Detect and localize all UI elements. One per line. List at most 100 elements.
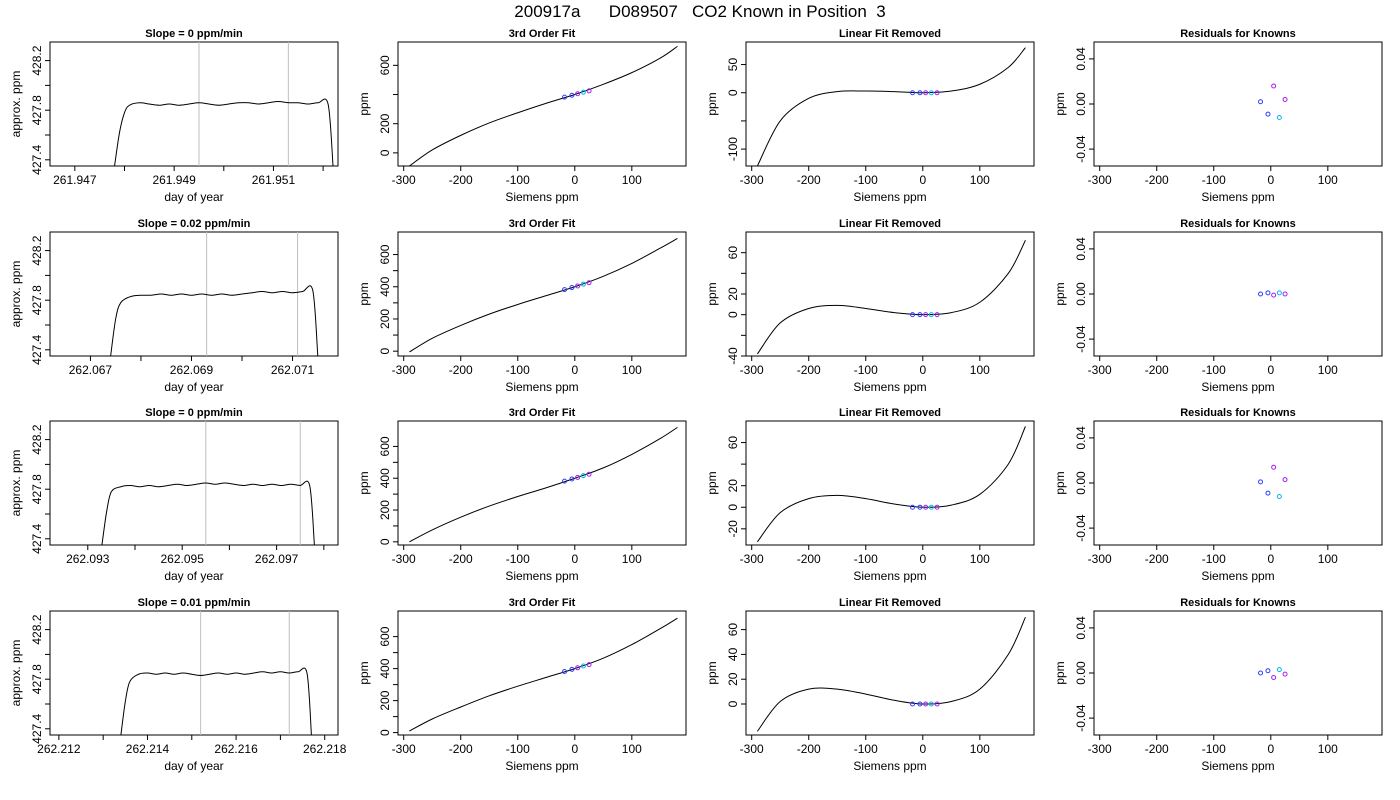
panel-4-3: Linear Fit Removed -300 -200 -100 0 100 0 20 40 6… — [705, 597, 1035, 773]
y-tick-label: -0.04 — [1074, 325, 1088, 353]
y-tick-label: -0.04 — [1074, 704, 1088, 732]
data-point — [917, 90, 923, 96]
x-axis-label: Siemens ppm — [853, 759, 926, 773]
x-tick-label: 0 — [1267, 742, 1274, 756]
data-point — [586, 662, 592, 668]
y-tick-label: 0.04 — [1074, 426, 1088, 450]
data-point — [934, 504, 940, 510]
data-point — [1265, 290, 1271, 296]
y-tick-label: 200 — [378, 690, 392, 710]
x-tick-label: 100 — [1318, 742, 1338, 756]
data-point — [569, 666, 575, 672]
panel-title: 3rd Order Fit — [509, 597, 576, 609]
y-tick-label: 0.00 — [1074, 282, 1088, 306]
data-point — [923, 701, 929, 707]
data-point — [1276, 290, 1282, 296]
y-tick-label: 200 — [378, 500, 392, 520]
x-tick-label: -200 — [797, 742, 821, 756]
y-tick-label: -0.04 — [1074, 135, 1088, 163]
panel-title: 3rd Order Fit — [509, 218, 576, 230]
x-tick-label: -300 — [740, 363, 764, 377]
y-tick-label: 0.04 — [1074, 47, 1088, 71]
series-line — [756, 47, 1026, 166]
y-tick-label: 427.4 — [30, 713, 44, 743]
plot-frame — [49, 420, 339, 546]
y-tick-label: 0.04 — [1074, 237, 1088, 261]
panel-title: Slope = 0.02 ppm/min — [138, 218, 251, 230]
x-tick-label: -300 — [392, 742, 416, 756]
data-point — [1258, 479, 1264, 485]
y-tick-label: 428.2 — [30, 614, 44, 644]
x-tick-label: 262.067 — [69, 363, 113, 377]
x-tick-label: 0 — [919, 173, 926, 187]
x-tick-label: -200 — [449, 742, 473, 756]
y-tick-label: 427.8 — [30, 285, 44, 315]
x-tick-label: -100 — [854, 742, 878, 756]
data-point — [1265, 668, 1271, 674]
data-point — [928, 312, 934, 318]
x-tick-label: -200 — [449, 363, 473, 377]
x-axis-label: Siemens ppm — [505, 380, 578, 394]
y-axis-label: ppm — [1053, 661, 1067, 684]
x-tick-label: -300 — [740, 173, 764, 187]
x-axis-label: Siemens ppm — [853, 569, 926, 583]
data-point — [562, 478, 568, 484]
y-axis-label: ppm — [705, 661, 719, 684]
x-tick-label: 262.097 — [255, 552, 299, 566]
x-tick-label: -100 — [506, 552, 530, 566]
panel-4-4: Residuals for Knowns -300 -200 -100 0 100 -0.0… — [1053, 597, 1383, 773]
data-point — [934, 312, 940, 318]
x-tick-label: 100 — [622, 552, 642, 566]
data-point — [923, 312, 929, 318]
panel-4-2: 3rd Order Fit -300 -200 -100 0 100 0 200 400 600 S… — [357, 597, 687, 773]
x-tick-label: -200 — [797, 363, 821, 377]
x-tick-label: -300 — [1088, 363, 1112, 377]
y-tick-label: -100 — [726, 137, 740, 161]
y-tick-label: 428.2 — [30, 424, 44, 454]
data-point — [1258, 670, 1264, 676]
x-tick-label: 262.093 — [66, 552, 110, 566]
series-line — [101, 480, 315, 545]
y-tick-label: 40 — [726, 647, 740, 661]
plot-frame — [397, 610, 687, 736]
data-point — [575, 91, 581, 97]
x-tick-label: 0 — [919, 742, 926, 756]
data-point — [1282, 477, 1288, 483]
data-point — [562, 668, 568, 674]
plot-frame — [1093, 41, 1383, 167]
panel-title: Residuals for Knowns — [1180, 597, 1296, 609]
y-tick-label: 60 — [726, 246, 740, 260]
panel-title: Residuals for Knowns — [1180, 218, 1296, 230]
x-tick-label: 261.947 — [53, 173, 97, 187]
x-tick-label: -300 — [740, 742, 764, 756]
plot-frame — [745, 610, 1035, 736]
x-tick-label: -200 — [797, 552, 821, 566]
plot-frame — [745, 41, 1035, 167]
x-axis-label: Siemens ppm — [505, 190, 578, 204]
y-tick-label: 0 — [726, 504, 740, 511]
plot-frame — [397, 420, 687, 546]
y-tick-label: 0 — [378, 538, 392, 545]
x-tick-label: 100 — [970, 363, 990, 377]
y-tick-label: -40 — [726, 347, 740, 365]
x-tick-label: -100 — [1202, 742, 1226, 756]
y-tick-label: 427.4 — [30, 523, 44, 553]
x-tick-label: 100 — [970, 173, 990, 187]
x-tick-label: 262.218 — [303, 742, 347, 756]
data-point — [1271, 292, 1277, 298]
plot-frame — [1093, 420, 1383, 546]
series-line — [757, 426, 1026, 543]
panel-title: Linear Fit Removed — [839, 597, 941, 609]
x-tick-label: -100 — [1202, 552, 1226, 566]
y-axis-label: ppm — [357, 282, 371, 305]
x-axis-label: Siemens ppm — [1201, 569, 1274, 583]
y-tick-label: 400 — [378, 468, 392, 488]
plot-frame — [49, 231, 339, 357]
x-tick-label: 100 — [970, 552, 990, 566]
data-point — [580, 663, 586, 669]
data-point — [586, 280, 592, 286]
panel-title: Residuals for Knowns — [1180, 28, 1296, 40]
figure-title: 200917a D089507 CO2 Known in Position 3 — [514, 2, 886, 21]
data-point — [1271, 464, 1277, 470]
